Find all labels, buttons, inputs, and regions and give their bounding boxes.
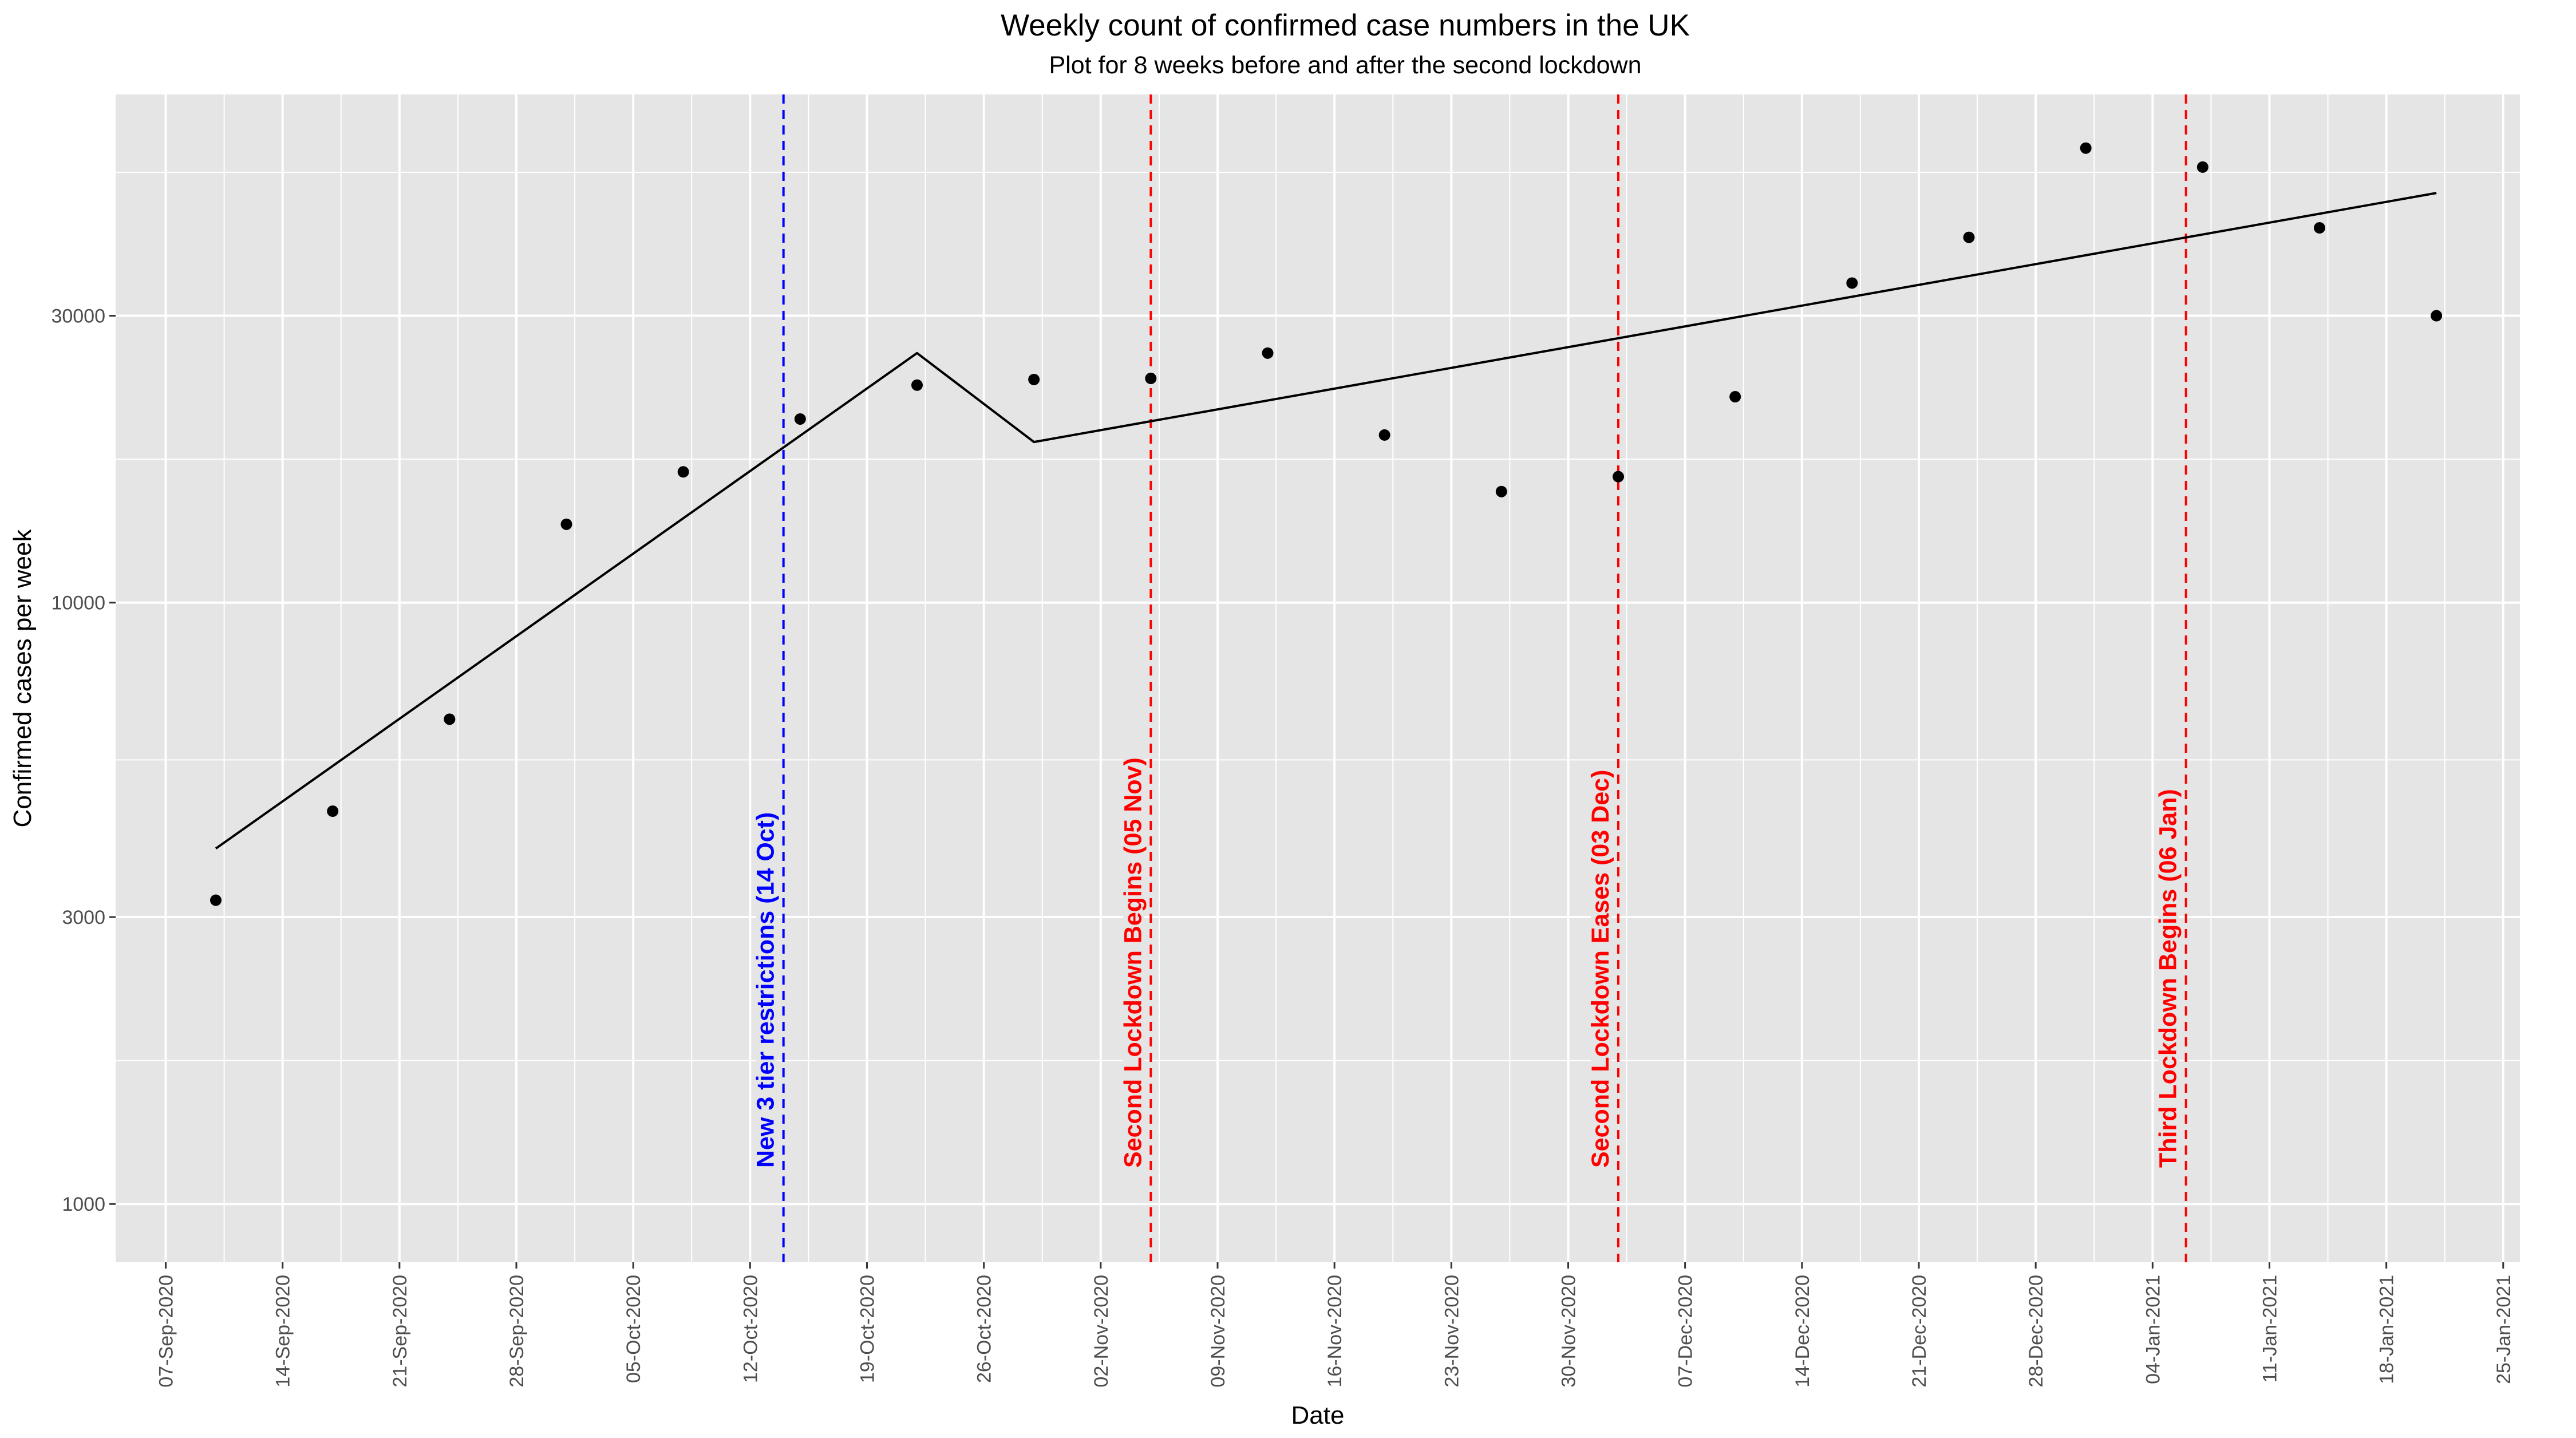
data-point bbox=[677, 466, 689, 478]
x-tick-label: 16-Nov-2020 bbox=[1324, 1275, 1346, 1388]
x-tick-label: 09-Nov-2020 bbox=[1207, 1275, 1229, 1388]
x-tick-label: 14-Dec-2020 bbox=[1792, 1275, 1814, 1388]
trend-line-group bbox=[215, 192, 2437, 850]
y-tick-label: 30000 bbox=[51, 306, 105, 327]
y-axis: 1000 3000 10000 30000 bbox=[51, 306, 116, 1215]
x-tick-label: 25-Jan-2021 bbox=[2493, 1275, 2515, 1384]
data-point bbox=[1613, 471, 1624, 483]
data-point bbox=[560, 518, 572, 530]
data-point bbox=[1963, 231, 1975, 243]
data-point bbox=[1262, 347, 1274, 359]
chart-subtitle: Plot for 8 weeks before and after the se… bbox=[1049, 52, 1641, 79]
data-point bbox=[2196, 161, 2208, 173]
reference-lines: New 3 tier restrictions (14 Oct) Second L… bbox=[752, 94, 2187, 1262]
x-tick-label: 04-Jan-2021 bbox=[2142, 1275, 2164, 1384]
x-tick-label: 23-Nov-2020 bbox=[1441, 1275, 1463, 1388]
data-point bbox=[210, 894, 222, 906]
trend-line bbox=[215, 192, 2437, 850]
reference-line-label: New 3 tier restrictions (14 Oct) bbox=[752, 812, 780, 1168]
x-axis-title: Date bbox=[1291, 1401, 1345, 1429]
x-tick-label: 28-Sep-2020 bbox=[506, 1275, 528, 1388]
data-point bbox=[2080, 142, 2092, 154]
data-point bbox=[1145, 373, 1157, 385]
y-tick-label: 1000 bbox=[62, 1194, 105, 1215]
data-point bbox=[2314, 222, 2325, 234]
data-point bbox=[1378, 429, 1390, 441]
x-tick-label: 07-Sep-2020 bbox=[156, 1275, 177, 1388]
x-tick-label: 19-Oct-2020 bbox=[857, 1275, 879, 1383]
reference-line-label-background bbox=[2158, 784, 2179, 1172]
x-tick-label: 21-Sep-2020 bbox=[389, 1275, 411, 1388]
reference-line-label: Second Lockdown Eases (03 Dec) bbox=[1587, 770, 1614, 1168]
reference-line-label-background bbox=[1591, 765, 1611, 1172]
x-tick-label: 07-Dec-2020 bbox=[1675, 1275, 1697, 1388]
data-point bbox=[2431, 310, 2443, 322]
data-point bbox=[327, 805, 339, 817]
y-tick-label: 3000 bbox=[62, 907, 105, 929]
x-tick-label: 12-Oct-2020 bbox=[740, 1275, 761, 1383]
data-point bbox=[444, 713, 456, 725]
data-point bbox=[911, 379, 923, 391]
y-axis-title: Confirmed cases per week bbox=[9, 529, 37, 828]
data-point bbox=[794, 413, 806, 425]
data-point bbox=[1729, 391, 1741, 403]
x-tick-label: 28-Dec-2020 bbox=[2025, 1275, 2047, 1388]
x-tick-label: 21-Dec-2020 bbox=[1909, 1275, 1930, 1388]
x-tick-label: 05-Oct-2020 bbox=[623, 1275, 645, 1383]
data-point bbox=[1495, 485, 1507, 497]
chart-title: Weekly count of confirmed case numbers i… bbox=[1001, 9, 1690, 42]
x-tick-label: 18-Jan-2021 bbox=[2376, 1275, 2398, 1384]
data-points bbox=[210, 142, 2443, 906]
y-tick-label: 10000 bbox=[51, 592, 105, 614]
data-point bbox=[1028, 373, 1040, 385]
x-tick-label: 14-Sep-2020 bbox=[272, 1275, 294, 1388]
reference-line-label-background bbox=[756, 807, 777, 1172]
reference-line-label: Second Lockdown Begins (05 Nov) bbox=[1119, 757, 1147, 1168]
grid-major bbox=[116, 94, 2520, 1262]
x-axis: 07-Sep-2020 14-Sep-2020 21-Sep-2020 28-Sep-… bbox=[156, 1262, 2515, 1388]
reference-line-label: Third Lockdown Begins (06 Jan) bbox=[2155, 789, 2182, 1168]
x-tick-label: 30-Nov-2020 bbox=[1558, 1275, 1580, 1388]
reference-line-label-background bbox=[1123, 753, 1144, 1172]
data-point bbox=[1846, 277, 1858, 289]
x-tick-label: 26-Oct-2020 bbox=[974, 1275, 995, 1383]
x-tick-label: 02-Nov-2020 bbox=[1091, 1275, 1112, 1388]
x-tick-label: 11-Jan-2021 bbox=[2259, 1275, 2281, 1382]
